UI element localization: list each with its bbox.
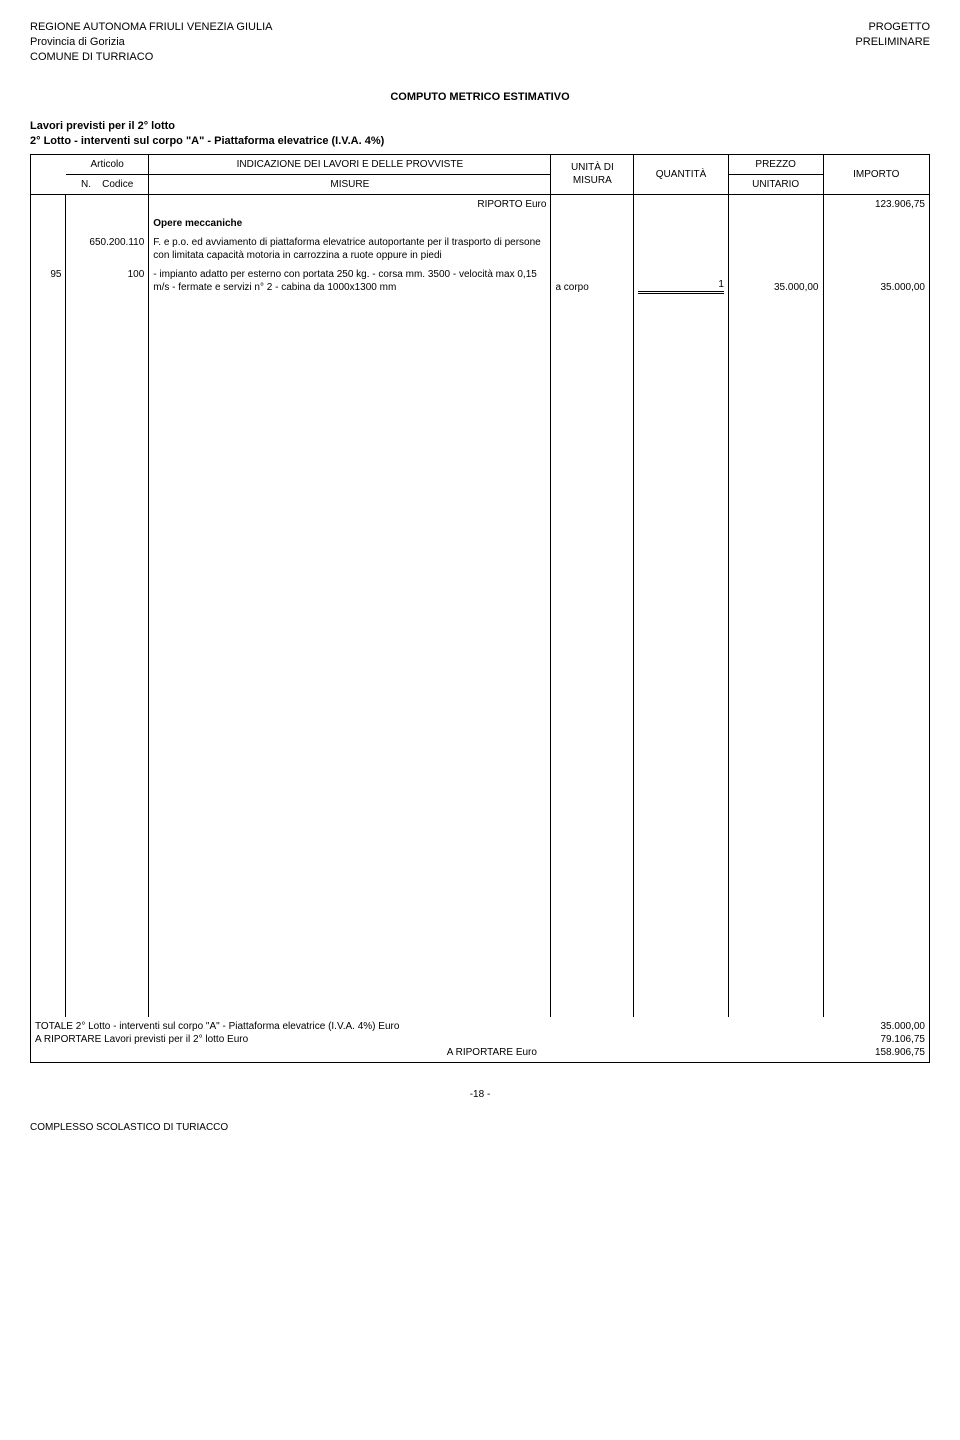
th-codice: N. Codice: [66, 174, 149, 194]
th-importo: IMPORTO: [823, 154, 930, 194]
header-right-line2: PRELIMINARE: [855, 35, 930, 50]
cell-empty: [728, 214, 823, 233]
cell-empty: [551, 194, 634, 214]
cell-empty: [551, 214, 634, 233]
subtitle-block: Lavori previsti per il 2° lotto 2° Lotto…: [30, 119, 930, 149]
cell-empty: [634, 194, 729, 214]
subtitle-line2: 2° Lotto - interventi sul corpo "A" - Pi…: [30, 134, 930, 149]
table-head: Articolo INDICAZIONE DEI LAVORI E DELLE …: [31, 154, 930, 194]
totals-spacer: [728, 1017, 823, 1063]
cell-empty: [551, 233, 634, 265]
cell-empty: [31, 194, 66, 214]
total-line1-val: 35.000,00: [827, 1020, 925, 1033]
table-body: RIPORTO Euro 123.906,75 Opere meccaniche…: [31, 194, 930, 1062]
row-qty: 1: [634, 265, 729, 297]
document-header: REGIONE AUTONOMA FRIULI VENEZIA GIULIA P…: [30, 20, 930, 65]
total-line2-label: A RIPORTARE Lavori previsti per il 2° lo…: [35, 1033, 547, 1046]
estimate-table: Articolo INDICAZIONE DEI LAVORI E DELLE …: [30, 154, 930, 1063]
th-misure: MISURE: [149, 174, 551, 194]
th-unitario: UNITARIO: [728, 174, 823, 194]
row-imp: 35.000,00: [823, 265, 930, 297]
row-unit: a corpo: [551, 265, 634, 297]
header-left: REGIONE AUTONOMA FRIULI VENEZIA GIULIA P…: [30, 20, 272, 65]
spacer: [823, 297, 930, 1017]
header-left-line3: COMUNE DI TURRIACO: [30, 50, 272, 65]
cell-empty: [728, 194, 823, 214]
cell-empty: [634, 233, 729, 265]
row-price: 35.000,00: [728, 265, 823, 297]
cell-empty: [823, 214, 930, 233]
totals-spacer: [634, 1017, 729, 1063]
cell-empty: [634, 214, 729, 233]
th-articolo: Articolo: [66, 154, 149, 174]
totals-cell: TOTALE 2° Lotto - interventi sul corpo "…: [31, 1017, 551, 1063]
subtitle-line1: Lavori previsti per il 2° lotto: [30, 119, 930, 134]
row-sub: 100: [66, 265, 149, 297]
cell-empty: [31, 233, 66, 265]
cell-empty: [66, 194, 149, 214]
header-left-line2: Provincia di Gorizia: [30, 35, 272, 50]
page-number: -18 -: [30, 1088, 930, 1101]
cell-empty: [31, 214, 66, 233]
totals-spacer: [551, 1017, 634, 1063]
th-prezzo: PREZZO: [728, 154, 823, 174]
total-line1-label: TOTALE 2° Lotto - interventi sul corpo "…: [35, 1020, 547, 1033]
header-right-line1: PROGETTO: [855, 20, 930, 35]
total-line2-val: 79.106,75: [827, 1033, 925, 1046]
total-line3-val: 158.906,75: [827, 1046, 925, 1059]
spacer: [551, 297, 634, 1017]
section-label: Opere meccaniche: [149, 214, 551, 233]
th-indicazione: INDICAZIONE DEI LAVORI E DELLE PROVVISTE: [149, 154, 551, 174]
th-quantita: QUANTITÀ: [634, 154, 729, 194]
spacer: [149, 297, 551, 1017]
total-line3-label: A RIPORTARE Euro: [35, 1046, 547, 1059]
totals-values: 35.000,00 79.106,75 158.906,75: [823, 1017, 930, 1063]
spacer: [634, 297, 729, 1017]
cell-empty: [728, 233, 823, 265]
row-n: 95: [31, 265, 66, 297]
spacer: [66, 297, 149, 1017]
item-code: 650.200.110: [66, 233, 149, 265]
footer-text: COMPLESSO SCOLASTICO DI TURIACCO: [30, 1121, 930, 1134]
cell-empty: [66, 214, 149, 233]
spacer: [31, 297, 66, 1017]
cell-empty: [823, 233, 930, 265]
main-title: COMPUTO METRICO ESTIMATIVO: [30, 90, 930, 104]
header-right: PROGETTO PRELIMINARE: [855, 20, 930, 65]
th-unita: UNITÀ DI MISURA: [551, 154, 634, 194]
row-desc: - impianto adatto per esterno con portat…: [149, 265, 551, 297]
header-left-line1: REGIONE AUTONOMA FRIULI VENEZIA GIULIA: [30, 20, 272, 35]
spacer: [728, 297, 823, 1017]
th-blank-top: [31, 154, 66, 194]
riporto-value: 123.906,75: [823, 194, 930, 214]
item-desc: F. e p.o. ed avviamento di piattaforma e…: [149, 233, 551, 265]
riporto-label: RIPORTO Euro: [149, 194, 551, 214]
